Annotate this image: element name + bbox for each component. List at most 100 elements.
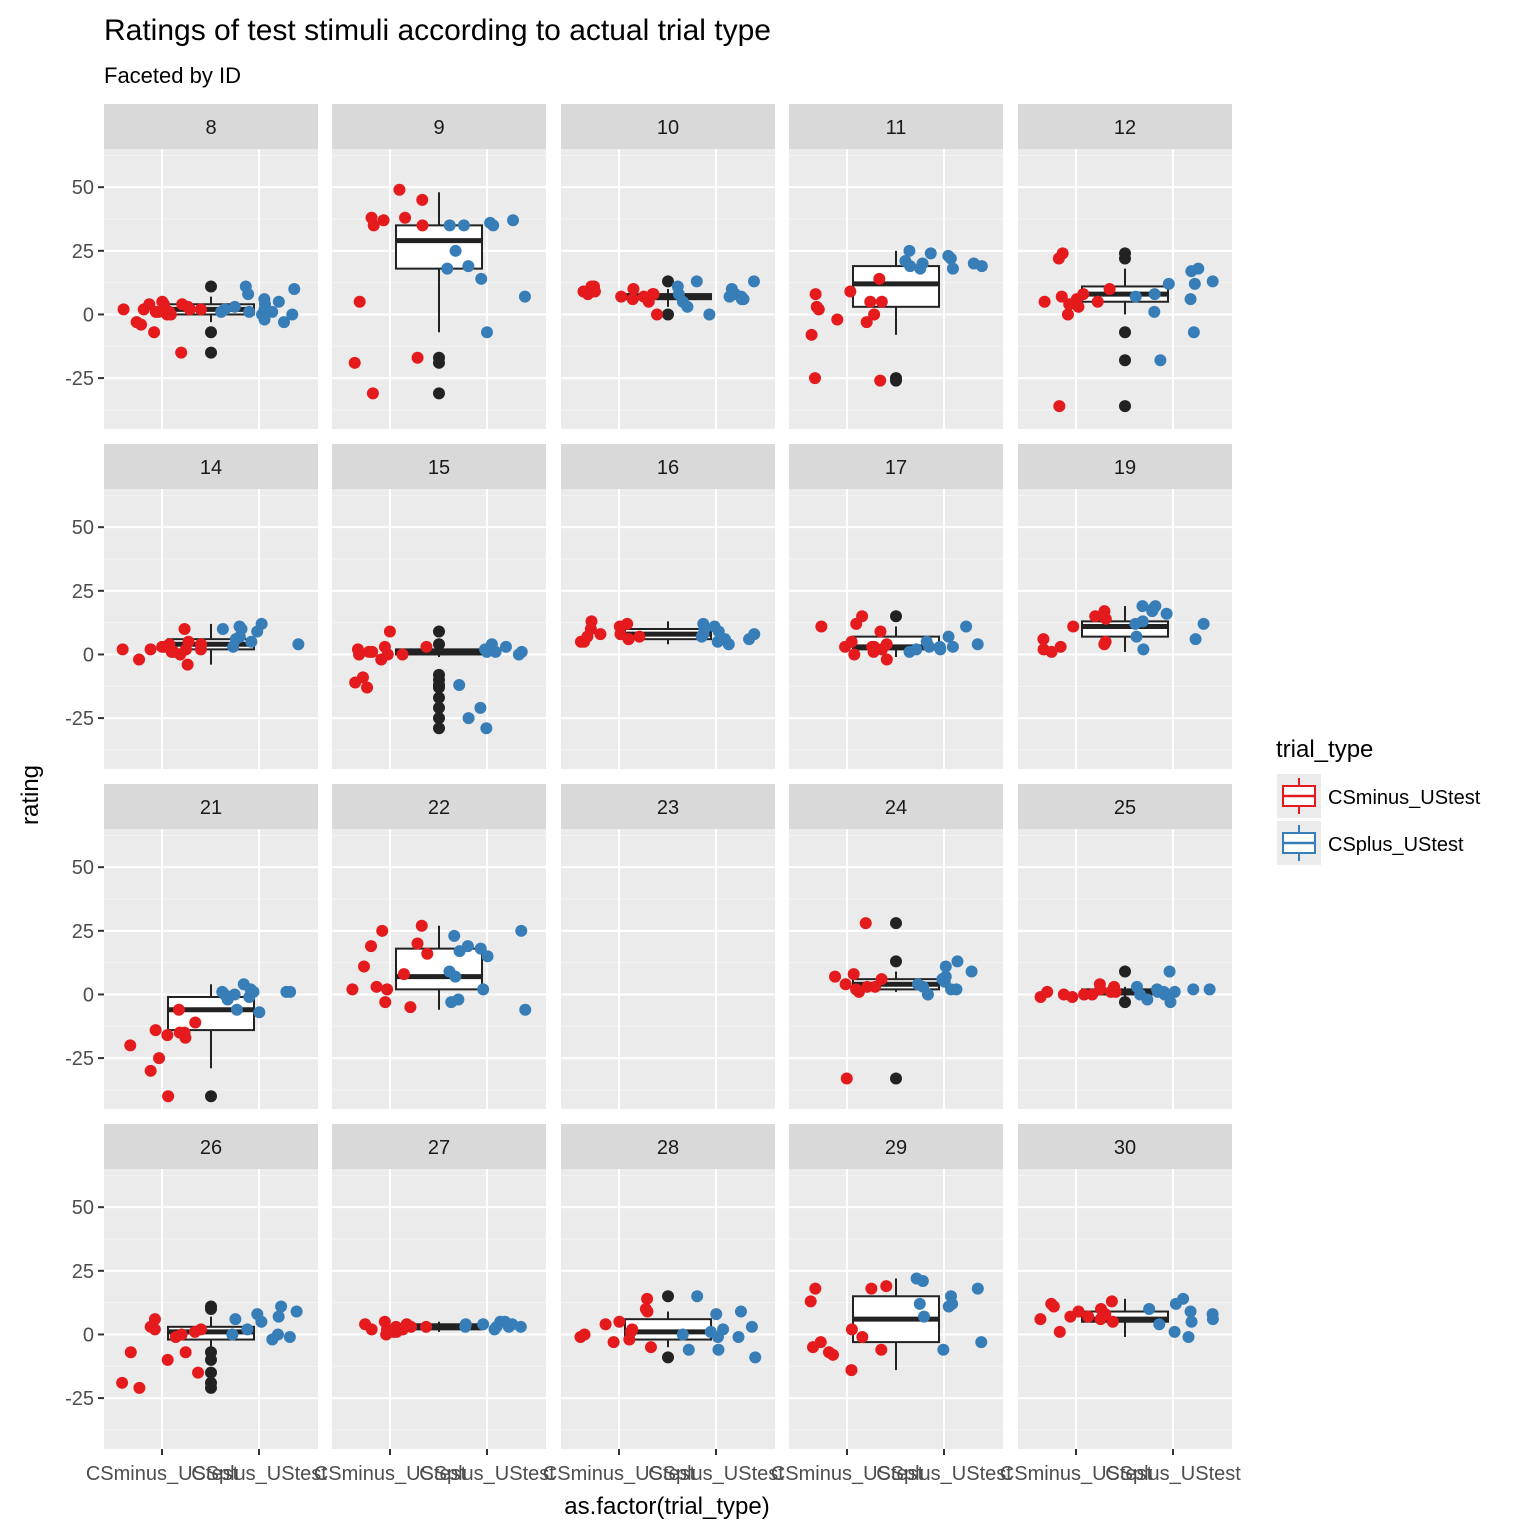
point-csplus — [676, 1328, 689, 1341]
point-csminus — [613, 1315, 626, 1328]
point-csplus — [515, 645, 528, 658]
point-csminus — [172, 1003, 185, 1016]
point-csplus — [239, 280, 252, 293]
y-axis-title: rating — [17, 765, 44, 825]
facet-strip — [1018, 784, 1232, 829]
point-csminus — [1098, 605, 1111, 618]
point-csplus — [453, 679, 466, 691]
point-csplus — [946, 262, 959, 275]
point-csplus — [233, 630, 246, 643]
facet-strip — [332, 1124, 546, 1169]
point-csminus — [856, 1331, 869, 1343]
point-csplus — [691, 1290, 704, 1303]
point-csplus — [1192, 262, 1205, 275]
facet-strip — [789, 784, 1003, 829]
point-csplus — [903, 244, 916, 257]
point-csplus — [971, 1282, 984, 1295]
point-csplus — [1157, 985, 1170, 998]
box-outlier — [433, 701, 445, 714]
point-csplus — [967, 257, 980, 270]
facet-strip-label: 30 — [1114, 1137, 1136, 1159]
box-outlier — [205, 1353, 217, 1366]
axes: 50 25 0 -25 50 25 0 -25 50 25 0 -25 50 25 0 -25 CSminus_… — [65, 177, 1241, 1485]
facet-strip — [104, 784, 318, 829]
point-csplus — [1169, 1297, 1182, 1310]
point-csplus — [1148, 305, 1161, 318]
facet-panel-24: 24 — [789, 784, 1003, 1109]
facet-strip — [561, 784, 775, 829]
x-tick-label: CSminus_UStest — [771, 1463, 924, 1485]
facet-panel-23: 23 — [561, 784, 775, 1109]
point-csplus — [939, 960, 952, 973]
box-outlier — [1119, 354, 1131, 367]
point-csminus — [873, 272, 886, 285]
box-outlier — [1119, 247, 1131, 260]
point-csminus — [1106, 1315, 1119, 1328]
box-outlier — [433, 722, 445, 735]
y-tick-label: -25 — [65, 1048, 94, 1070]
box-outlier — [1119, 996, 1131, 1009]
point-csminus — [1037, 633, 1050, 646]
point-csplus — [1168, 1325, 1181, 1338]
point-csplus — [734, 1305, 747, 1318]
point-csplus — [243, 305, 256, 318]
point-csminus — [808, 372, 821, 385]
point-csplus — [485, 638, 498, 651]
point-csminus — [156, 640, 169, 653]
point-csplus — [1143, 1303, 1156, 1315]
x-tick-label: CSplus_UStest — [419, 1463, 555, 1485]
point-csplus — [443, 219, 456, 232]
point-csminus — [133, 653, 146, 666]
box-outlier — [890, 955, 902, 968]
point-csplus — [515, 924, 528, 937]
point-csminus — [379, 996, 392, 1009]
box-outlier — [890, 1072, 902, 1085]
box-outlier — [1119, 400, 1131, 413]
point-csplus — [933, 640, 946, 653]
point-csminus — [874, 625, 887, 638]
facet-strip-label: 27 — [428, 1137, 450, 1159]
point-csminus — [826, 1348, 839, 1361]
point-csminus — [421, 947, 434, 960]
y-tick-label: 0 — [83, 304, 94, 326]
point-csplus — [462, 260, 475, 273]
point-csminus — [623, 1333, 636, 1346]
point-csminus — [578, 1328, 591, 1341]
x-tick-label: CSminus_UStest — [314, 1463, 467, 1485]
point-csminus — [880, 638, 893, 651]
point-csplus — [946, 640, 959, 653]
point-csminus — [404, 1001, 417, 1014]
point-csminus — [376, 924, 389, 937]
facet-panels: 8 9 10 11 12 14 15 16 17 19 21 22 23 24 25 26 27 28 29 30 — [104, 104, 1232, 1449]
point-csplus — [292, 638, 305, 651]
facet-panel-30: 30 — [1018, 1124, 1232, 1449]
point-csminus — [357, 960, 370, 973]
facet-panel-10: 10 — [561, 104, 775, 429]
box-outlier — [205, 1366, 217, 1379]
point-csminus — [627, 283, 640, 295]
point-csminus — [814, 1336, 827, 1349]
point-csplus — [703, 308, 716, 321]
point-csminus — [594, 628, 607, 641]
point-csplus — [975, 1336, 988, 1349]
point-csminus — [615, 290, 628, 303]
point-csplus — [226, 1328, 239, 1341]
facet-strip-label: 23 — [657, 797, 679, 819]
point-csminus — [607, 1336, 620, 1349]
facet-strip-label: 22 — [428, 797, 450, 819]
facet-strip-label: 15 — [428, 457, 450, 479]
point-csminus — [416, 219, 429, 232]
y-tick-label: 25 — [72, 921, 94, 943]
point-csplus — [253, 1006, 266, 1019]
point-csminus — [124, 1346, 137, 1359]
point-csplus — [936, 973, 949, 986]
point-csplus — [251, 1308, 264, 1321]
point-csplus — [518, 290, 531, 303]
x-tick-label: CSplus_UStest — [876, 1463, 1012, 1485]
point-csminus — [646, 288, 659, 301]
point-csplus — [1162, 277, 1175, 290]
point-csminus — [179, 643, 192, 656]
point-csminus — [348, 356, 361, 369]
point-csplus — [697, 617, 710, 630]
facet-strip — [561, 444, 775, 489]
